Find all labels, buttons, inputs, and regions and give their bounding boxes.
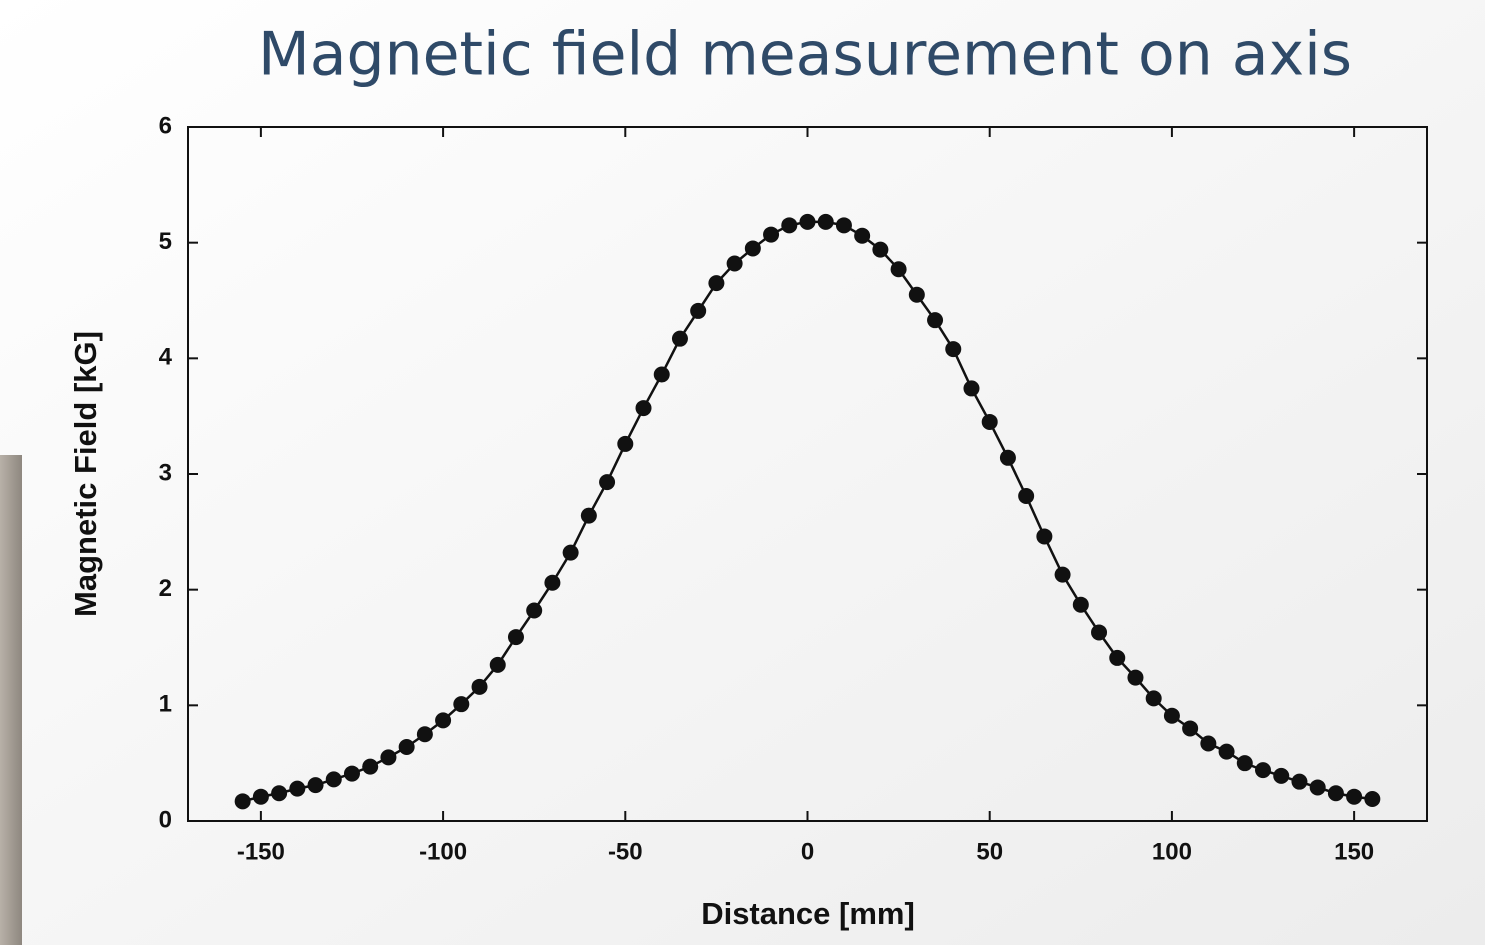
y-tick-label: 3 xyxy=(159,459,172,486)
y-tick-label: 2 xyxy=(159,575,172,602)
data-point xyxy=(1145,690,1162,707)
photo-edge xyxy=(0,455,22,945)
x-tick-label: 50 xyxy=(976,838,1003,865)
data-point xyxy=(872,241,889,258)
data-point xyxy=(343,765,360,782)
data-point xyxy=(817,213,834,230)
data-point xyxy=(999,449,1016,466)
data-point xyxy=(1364,791,1381,808)
data-point xyxy=(835,217,852,234)
data-point xyxy=(398,738,415,755)
data-point xyxy=(471,678,488,695)
x-tick-label: 100 xyxy=(1152,838,1192,865)
data-point xyxy=(1218,743,1235,760)
data-point xyxy=(562,544,579,561)
x-axis-title: Distance [mm] xyxy=(701,896,915,931)
data-point xyxy=(635,400,652,417)
data-point xyxy=(617,435,634,452)
data-point xyxy=(799,213,816,230)
data-point xyxy=(908,286,925,303)
data-point xyxy=(1036,528,1053,545)
data-point xyxy=(671,330,688,347)
data-point xyxy=(599,474,616,491)
data-point xyxy=(744,240,761,257)
data-point xyxy=(1109,649,1126,666)
data-point xyxy=(507,629,524,646)
data-point xyxy=(781,217,798,234)
data-point xyxy=(1163,707,1180,724)
data-point xyxy=(234,793,251,810)
data-point xyxy=(271,785,288,802)
y-tick-label: 6 xyxy=(159,112,172,139)
data-point xyxy=(1018,487,1035,504)
y-tick-label: 0 xyxy=(159,806,172,833)
data-point xyxy=(1236,755,1253,772)
data-point xyxy=(489,656,506,673)
data-point xyxy=(1091,624,1108,641)
data-point xyxy=(1072,596,1089,613)
data-point xyxy=(1291,773,1308,790)
data-point xyxy=(1346,788,1363,805)
x-tick-label: -50 xyxy=(608,838,643,865)
data-point xyxy=(708,275,725,292)
data-point xyxy=(653,366,670,383)
data-point xyxy=(1127,669,1144,686)
data-point xyxy=(854,227,871,244)
data-point xyxy=(763,226,780,243)
data-point xyxy=(544,574,561,591)
data-point xyxy=(890,261,907,278)
y-tick-label: 1 xyxy=(159,691,172,718)
data-point xyxy=(690,302,707,319)
data-point xyxy=(289,780,306,797)
y-tick-label: 4 xyxy=(159,344,173,371)
y-tick-label: 5 xyxy=(159,228,172,255)
data-point xyxy=(726,255,743,272)
x-tick-label: 150 xyxy=(1334,838,1374,865)
data-point xyxy=(981,413,998,430)
data-point xyxy=(1309,779,1326,796)
data-point xyxy=(1327,785,1344,802)
data-point xyxy=(307,777,324,794)
data-point xyxy=(945,341,962,358)
data-point xyxy=(580,507,597,524)
x-tick-label: -150 xyxy=(237,838,285,865)
data-point xyxy=(1273,767,1290,784)
data-point xyxy=(1054,566,1071,583)
data-point xyxy=(435,712,452,729)
data-point xyxy=(1200,735,1217,752)
data-point xyxy=(927,312,944,329)
data-point xyxy=(380,749,397,766)
data-point xyxy=(362,758,379,775)
data-point xyxy=(1255,762,1272,779)
data-point xyxy=(1182,720,1199,737)
chart-title: Magnetic field measurement on axis xyxy=(258,20,1352,90)
data-point xyxy=(453,696,470,713)
y-axis-title: Magnetic Field [kG] xyxy=(68,331,103,617)
data-point xyxy=(526,602,543,619)
data-point xyxy=(416,726,433,743)
x-tick-label: 0 xyxy=(801,838,814,865)
x-tick-label: -100 xyxy=(419,838,467,865)
data-point xyxy=(325,771,342,788)
data-point xyxy=(963,380,980,397)
data-point xyxy=(252,788,269,805)
